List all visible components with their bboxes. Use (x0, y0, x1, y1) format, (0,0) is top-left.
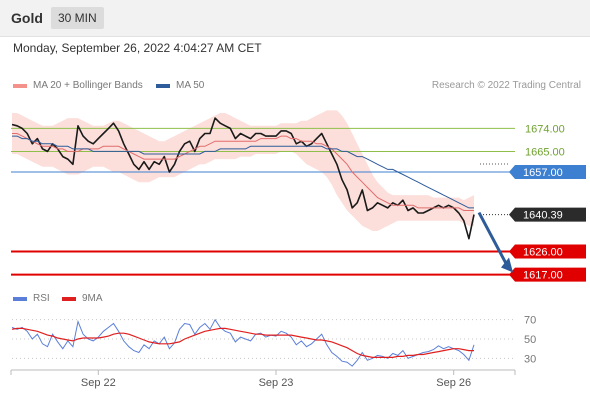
ma50-swatch (156, 83, 170, 88)
x-tick-label-0: Sep 22 (81, 377, 116, 389)
forecast-arrow-head (501, 257, 513, 273)
level-label-2: 1657.00 (523, 167, 563, 179)
rsi-ma9-line (11, 327, 474, 358)
rsi-tick-30: 30 (524, 353, 536, 365)
instrument-title: Gold (11, 10, 43, 26)
level-tag-bg-4 (509, 267, 586, 282)
level-tag-bg-3 (509, 244, 586, 259)
rsi-line (11, 318, 475, 367)
legend-bollinger: MA 20 + Bollinger Bands (13, 80, 143, 91)
legend-9ma: 9MA (62, 293, 103, 304)
level-label-4: 1617.00 (523, 270, 563, 282)
legend-ma50-label: MA 50 (176, 80, 205, 91)
ma9-swatch (62, 296, 76, 301)
rsi-tick-50: 50 (524, 334, 536, 346)
rsi-swatch (13, 296, 27, 301)
legend-ma50: MA 50 (156, 80, 204, 91)
bollinger-swatch (13, 83, 27, 88)
x-tick-label-1: Sep 23 (259, 377, 294, 389)
current-price-label: 1640.39 (523, 210, 563, 222)
current-price-tag: 1640.39 (509, 207, 586, 222)
legend-bollinger-label: MA 20 + Bollinger Bands (33, 80, 143, 91)
ma50-line (12, 135, 474, 209)
x-tick-label-2: Sep 26 (436, 377, 471, 389)
legend-rsi: RSI (13, 293, 50, 304)
timeframe-badge[interactable]: 30 MIN (51, 7, 104, 29)
level-label-1: 1665.00 (525, 146, 565, 158)
legend-9ma-label: 9MA (82, 293, 103, 304)
legend-rsi-label: RSI (33, 293, 50, 304)
timestamp: Monday, September 26, 2022 4:04:27 AM CE… (13, 41, 262, 55)
forecast-arrow-shaft (477, 211, 508, 265)
level-label-3: 1626.00 (523, 247, 563, 259)
level-tag-4: 1617.00 (509, 267, 586, 282)
level-tag-2: 1657.00 (509, 164, 586, 179)
level-tag-3: 1626.00 (509, 244, 586, 259)
level-tag-bg-2 (509, 164, 586, 179)
rsi-tick-70: 70 (524, 315, 536, 327)
credit-text: Research © 2022 Trading Central (431, 80, 581, 91)
header-bar: Gold 30 MIN (0, 0, 590, 37)
current-price-tag-bg (509, 207, 586, 222)
level-label-0: 1674.00 (525, 123, 565, 135)
